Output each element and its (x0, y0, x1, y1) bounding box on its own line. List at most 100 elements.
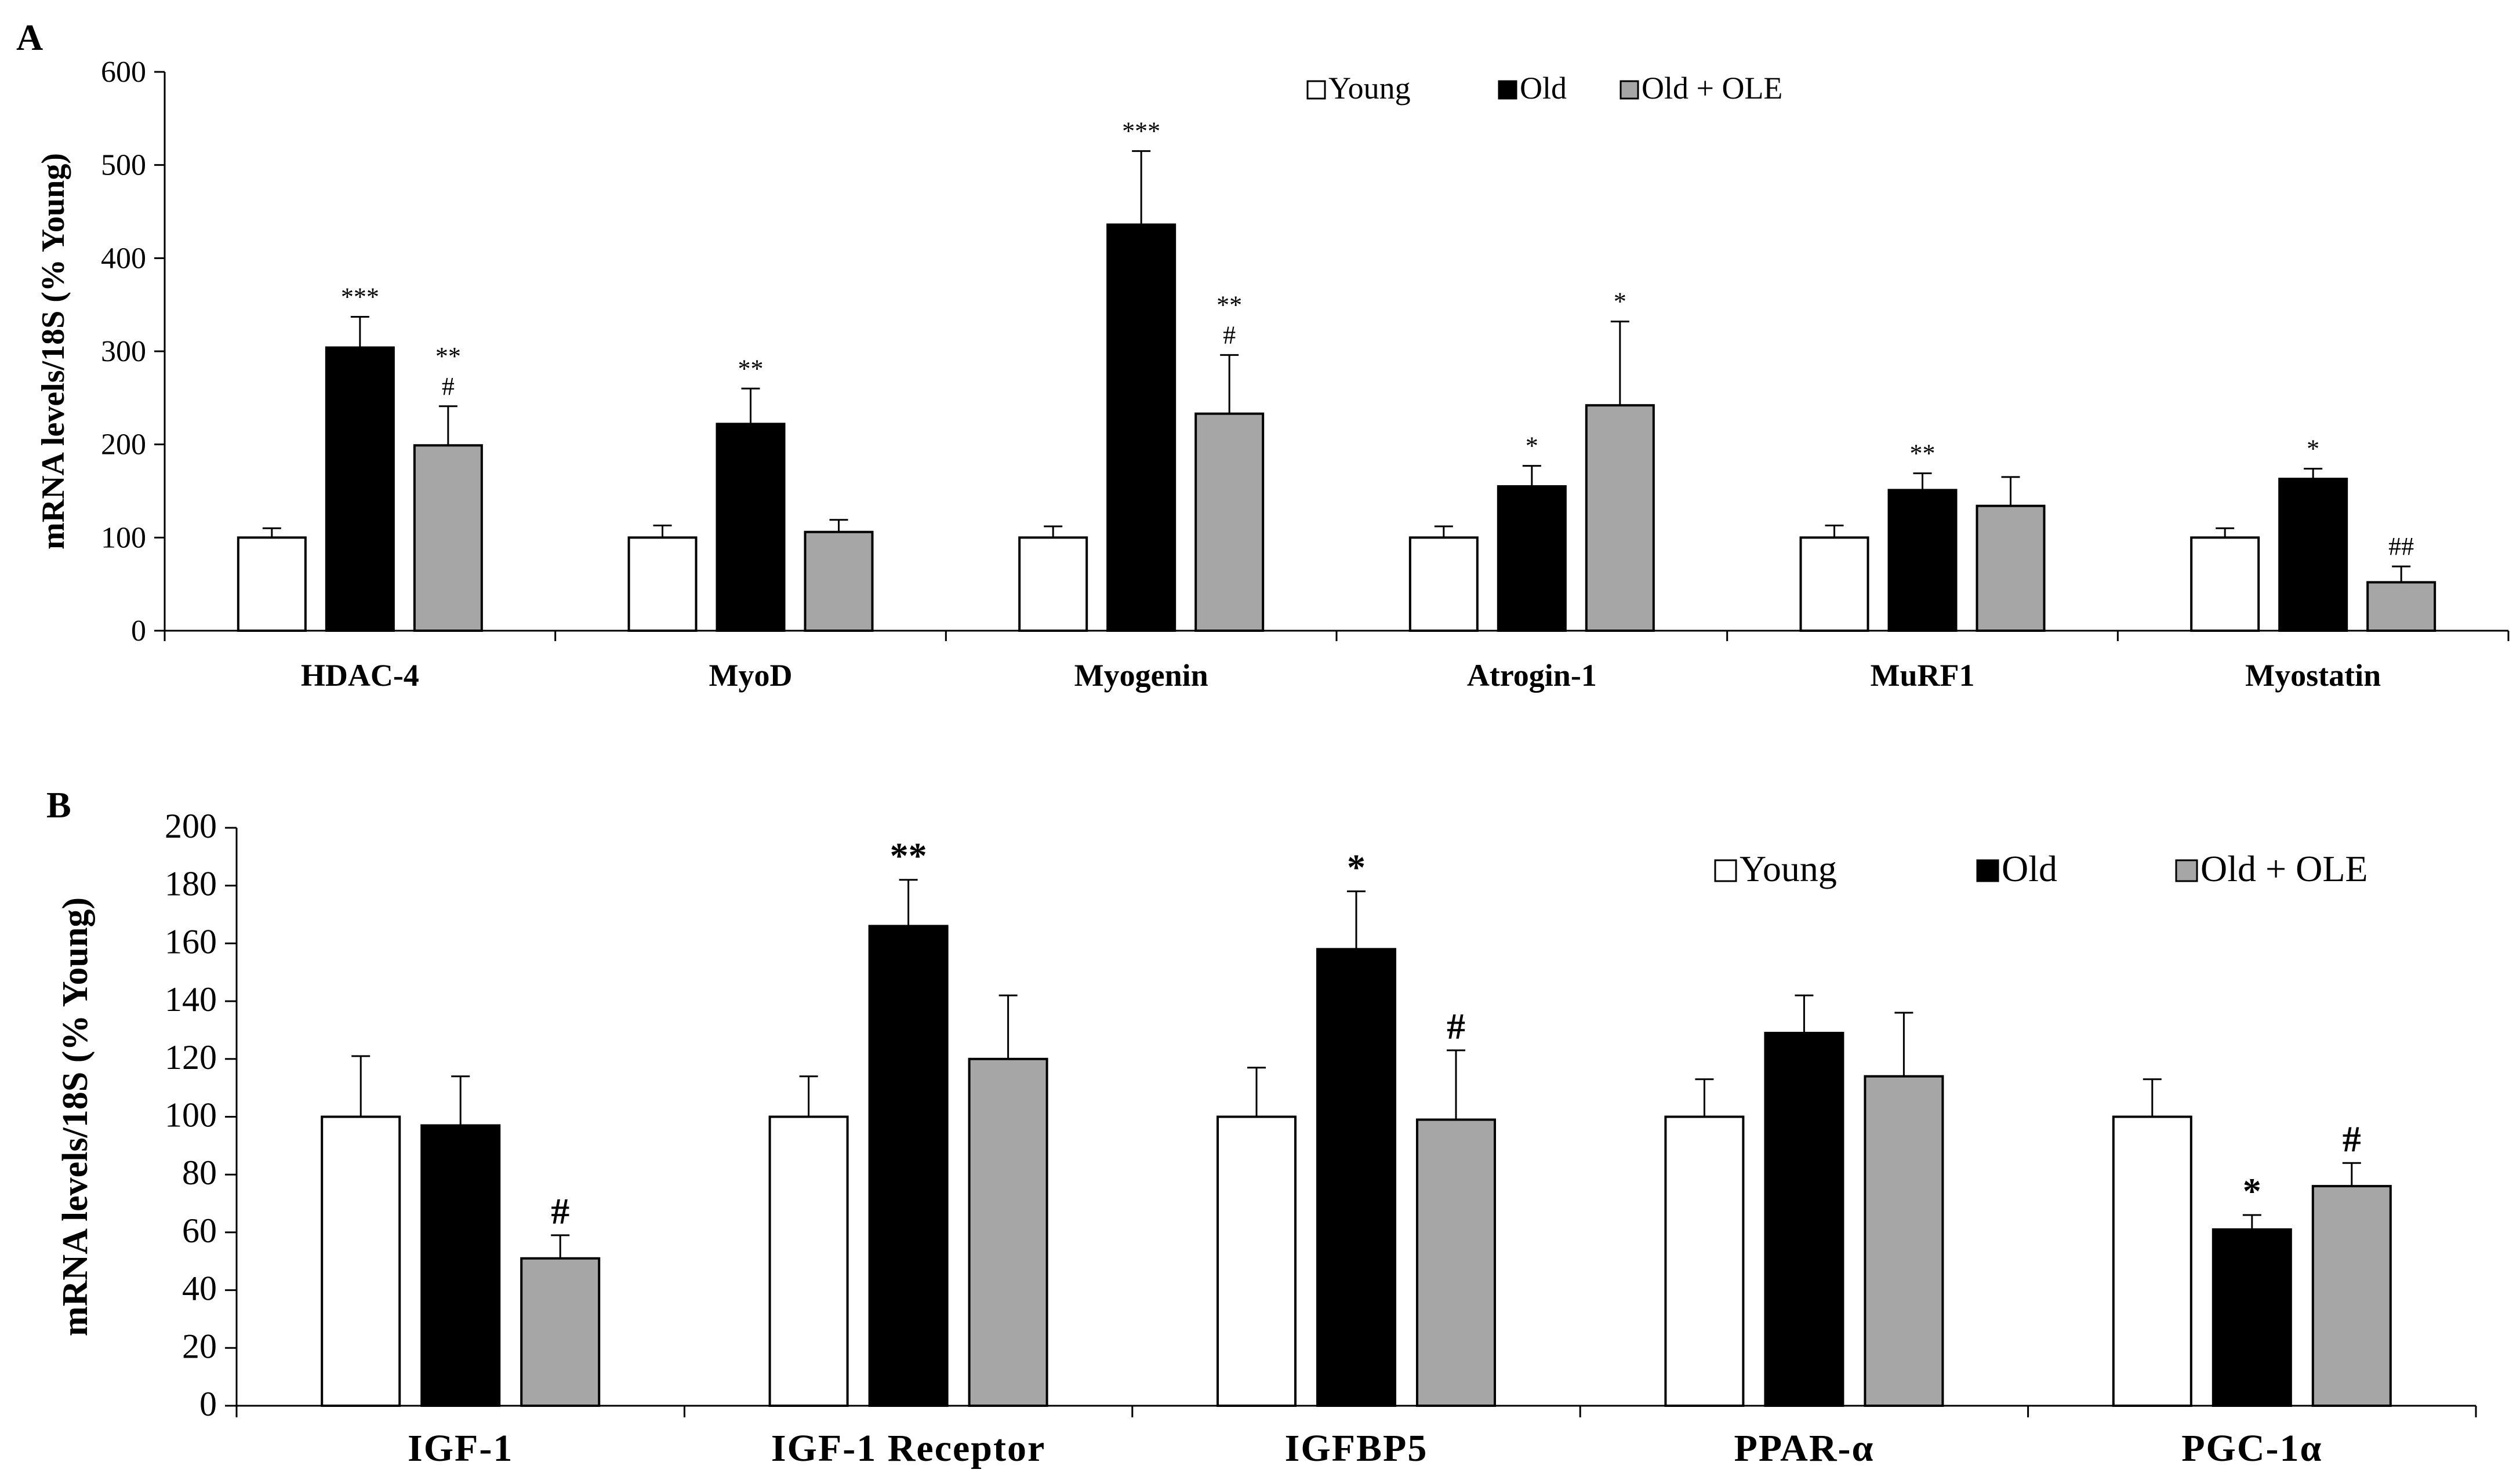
panel-b: B 0 20 40 60 80 100 120 140 160 180 200 mRNA levels/… (46, 784, 2477, 1470)
significance-label: # (442, 372, 455, 401)
bar-young (2190, 536, 2260, 632)
y-tick-label: 400 (101, 242, 146, 275)
significance-label: * (1347, 847, 1366, 888)
y-tick-label: 200 (101, 428, 146, 461)
legend-swatch (1498, 80, 1517, 100)
legend-label: Old + OLE (1642, 71, 1782, 106)
significance-label: *** (341, 283, 379, 311)
bar-old-ole (2366, 581, 2437, 632)
legend-label: Old + OLE (2201, 848, 2368, 889)
category-label: Myogenin (1074, 658, 1208, 693)
category-label: IGF-1 Receptor (771, 1427, 1045, 1470)
significance-label: # (1447, 1006, 1465, 1047)
significance-label: # (1223, 321, 1236, 349)
significance-label: * (1614, 288, 1626, 316)
y-tick-label: 100 (165, 1096, 217, 1134)
y-tick-label: 60 (182, 1212, 217, 1250)
bar-old (1497, 485, 1567, 632)
significance-label: # (2343, 1118, 2361, 1159)
panel-letter: B (46, 784, 71, 825)
category-label: IGF-1 (408, 1427, 513, 1470)
y-tick-label: 120 (165, 1038, 217, 1076)
y-tick-label: 140 (165, 980, 217, 1019)
y-tick-label: 200 (165, 807, 217, 845)
legend-label: Old (2002, 848, 2057, 889)
legend-swatch (1714, 859, 1737, 882)
bar-old-ole (413, 444, 483, 632)
legend-swatch (1620, 80, 1639, 100)
significance-label: ** (890, 835, 927, 876)
category-label: PGC-1α (2181, 1427, 2322, 1470)
y-axis-label: mRNA levels/18S (% Young) (35, 153, 71, 550)
bar-young (321, 1115, 401, 1407)
significance-label: ## (2388, 532, 2414, 561)
legend: Young Old Old + OLE (1306, 71, 1782, 106)
bar-old-ole (968, 1057, 1048, 1407)
legend-swatch (2175, 859, 2198, 882)
bar-old (1106, 223, 1177, 632)
significance-label: ** (1217, 290, 1242, 319)
legend-swatch (1306, 80, 1326, 100)
bar-old-ole (1194, 412, 1265, 632)
significance-label: ** (1910, 439, 1936, 467)
y-axis-label: mRNA levels/18S (% Young) (56, 897, 95, 1336)
legend-swatch (1976, 859, 1999, 882)
bar-old-ole (2311, 1185, 2392, 1407)
y-tick-label: 0 (131, 614, 146, 648)
category-label: MuRF1 (1871, 658, 1975, 693)
bar-young (1408, 536, 1479, 632)
bar-old (2212, 1228, 2292, 1407)
y-tick-label: 0 (199, 1385, 217, 1423)
category-label: Myostatin (2245, 658, 2381, 693)
bar-young (1018, 536, 1088, 632)
y-tick-label: 300 (101, 335, 146, 368)
bar-old (1887, 489, 1958, 632)
bar-old-ole (804, 530, 874, 632)
bar-young (1664, 1115, 1745, 1407)
bar-old-ole (1976, 504, 2046, 632)
category-label: PPAR-α (1734, 1427, 1874, 1470)
significance-label: *** (1122, 117, 1160, 146)
bar-old-ole (1864, 1075, 1944, 1407)
bar-old (716, 423, 786, 632)
bar-old (325, 346, 395, 632)
bar-old-ole (1585, 404, 1655, 632)
significance-label: * (2243, 1170, 2261, 1212)
y-tick-label: 180 (165, 865, 217, 903)
y-tick-label: 80 (182, 1154, 217, 1192)
y-tick-label: 160 (165, 922, 217, 961)
category-label: Atrogin-1 (1467, 658, 1597, 693)
bar-young (2112, 1115, 2192, 1407)
significance-label: * (2307, 434, 2319, 463)
panel-a: A 0 100 200 300 400 500 600 mRNA levels/18S (% Y… (16, 17, 2510, 693)
bar-young (768, 1115, 849, 1407)
legend: Young Old Old + OLE (1714, 848, 2368, 889)
bar-young (1217, 1115, 1297, 1407)
category-label: IGFBP5 (1285, 1427, 1428, 1470)
bar-old-ole (1416, 1118, 1496, 1407)
bar-old (868, 925, 949, 1407)
bar-old-ole (520, 1257, 601, 1407)
category-label: HDAC-4 (301, 658, 419, 693)
significance-label: # (551, 1191, 569, 1232)
bar-old (1764, 1031, 1844, 1407)
significance-label: ** (435, 342, 461, 370)
panel-letter: A (16, 17, 43, 58)
significance-label: * (1526, 432, 1538, 460)
bar-young (1799, 536, 1869, 632)
bar-old (2278, 478, 2348, 632)
y-tick-label: 600 (101, 56, 146, 89)
y-tick-label: 40 (182, 1270, 217, 1308)
legend-label: Young (1740, 848, 1837, 889)
y-tick-label: 100 (101, 521, 146, 554)
bar-young (237, 536, 307, 632)
significance-label: ** (738, 354, 764, 383)
y-tick-label: 500 (101, 149, 146, 182)
bar-old (420, 1124, 501, 1407)
y-tick-label: 20 (182, 1327, 217, 1365)
legend-label: Young (1328, 71, 1411, 106)
legend-label: Old (1520, 71, 1567, 106)
bar-old (1316, 948, 1396, 1407)
category-label: MyoD (709, 658, 793, 693)
